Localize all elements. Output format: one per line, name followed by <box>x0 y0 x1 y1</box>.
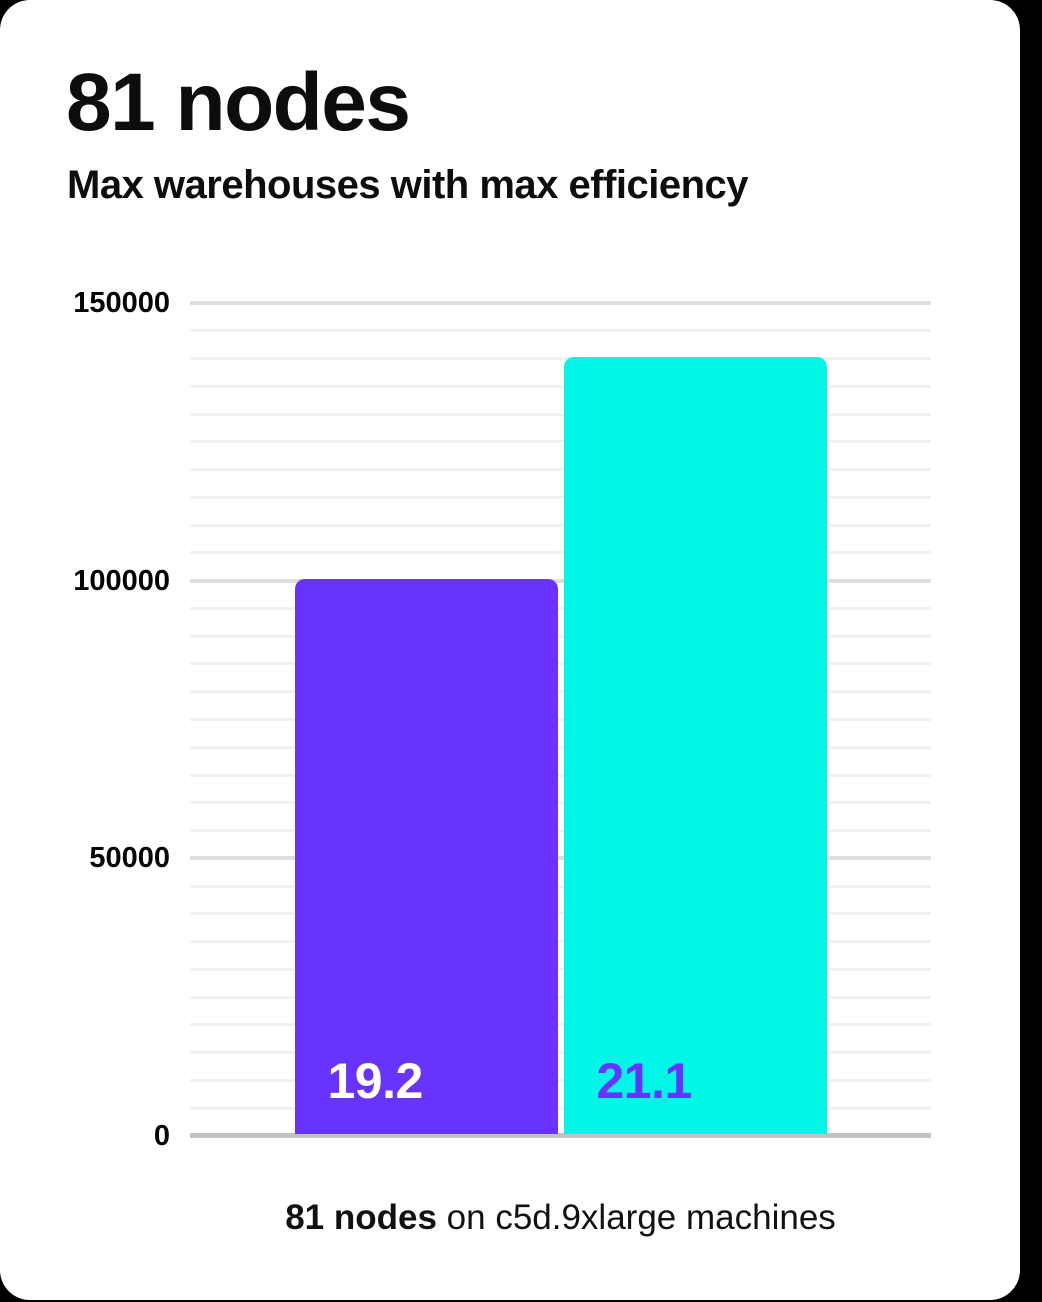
minor-gridline <box>190 384 931 388</box>
minor-gridline <box>190 468 931 472</box>
minor-gridline <box>190 412 931 416</box>
bar-value-label: 21.1 <box>596 1053 693 1109</box>
bar-19.2: 19.2 <box>294 578 558 1134</box>
major-gridline <box>190 578 931 583</box>
minor-gridline <box>190 773 931 777</box>
minor-gridline <box>190 606 931 610</box>
minor-gridline <box>190 801 931 805</box>
minor-gridline <box>190 1051 931 1055</box>
chart-card: 81 nodes Max warehouses with max efficie… <box>0 0 1020 1300</box>
major-gridline <box>190 301 931 305</box>
minor-gridline <box>190 1078 931 1082</box>
minor-gridline <box>190 940 931 944</box>
minor-gridline <box>190 662 931 666</box>
minor-gridline <box>190 718 931 721</box>
minor-gridline <box>190 495 931 499</box>
minor-gridline <box>190 967 931 971</box>
y-axis-tick-label: 100000 <box>73 564 170 597</box>
caption-bold-text: 81 nodes <box>285 1198 437 1237</box>
minor-gridline <box>190 1106 931 1110</box>
minor-gridline <box>190 912 931 916</box>
major-gridline <box>190 856 931 861</box>
minor-gridline <box>190 357 931 361</box>
y-axis-tick-label: 50000 <box>89 842 170 875</box>
page-subtitle: Max warehouses with max efficiency <box>67 163 749 207</box>
y-axis-tick-label: 150000 <box>73 287 170 319</box>
minor-gridline <box>190 551 931 555</box>
minor-gridline <box>190 634 931 638</box>
plot-area: 19.2 21.1 <box>190 301 931 1138</box>
minor-gridline <box>190 745 931 749</box>
minor-gridline <box>190 329 931 333</box>
minor-gridline <box>190 523 931 527</box>
minor-gridline <box>190 1023 931 1027</box>
minor-gridline <box>190 884 931 888</box>
caption-regular-text: on c5d.9xlarge machines <box>436 1198 836 1237</box>
bar-21.1: 21.1 <box>563 356 827 1134</box>
minor-gridline <box>190 829 931 833</box>
bar-chart: 0 50000 100000 150000 19.2 21.1 <box>73 287 931 1152</box>
minor-gridline <box>190 995 931 999</box>
minor-gridline <box>190 690 931 694</box>
chart-caption: 81 nodes on c5d.9xlarge machines <box>190 1197 931 1239</box>
y-axis-tick-label: 0 <box>153 1120 170 1152</box>
bar-value-label: 19.2 <box>327 1053 424 1109</box>
page-title: 81 nodes <box>66 57 411 148</box>
minor-gridline <box>190 440 931 444</box>
x-axis-line <box>190 1133 931 1138</box>
